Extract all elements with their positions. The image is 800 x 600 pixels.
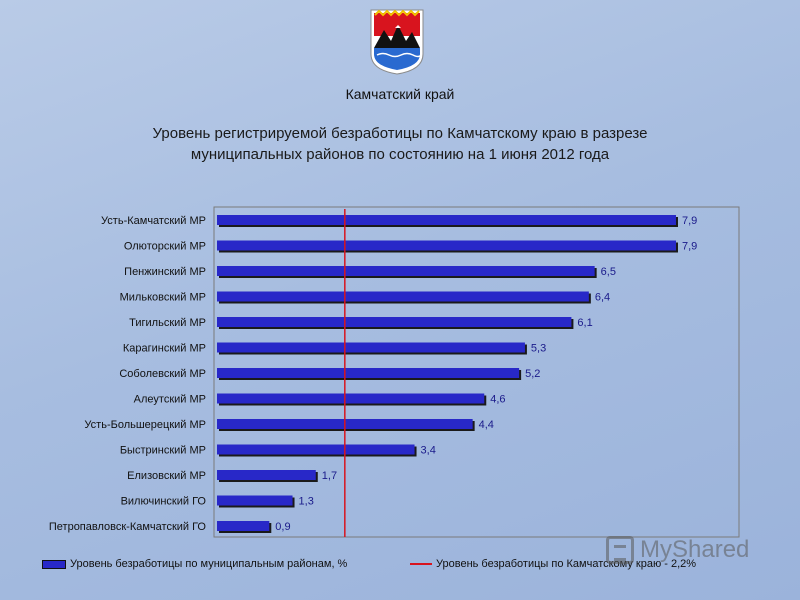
bar (217, 368, 520, 378)
category-label: Елизовский МР (127, 470, 206, 482)
chart-title-line-1: Уровень регистрируемой безработицы по Ка… (152, 125, 648, 142)
region-title: Камчатский край (345, 86, 455, 102)
legend-bar-series: Уровень безработицы по муниципальным рай… (42, 558, 347, 570)
bar-value-label: 5,3 (531, 343, 546, 355)
bar (217, 444, 415, 455)
bar (217, 291, 589, 302)
bar-value-label: 6,4 (595, 292, 610, 304)
bar (217, 393, 485, 404)
category-label: Вилючинский ГО (121, 496, 207, 508)
bar-value-label: 6,1 (577, 317, 592, 329)
bar (217, 317, 572, 327)
bar-value-label: 7,9 (682, 215, 697, 227)
legend-line-swatch (410, 563, 432, 565)
category-label: Олюторский МР (124, 241, 206, 253)
bar-value-label: 1,3 (299, 496, 314, 508)
category-label: Пенжинский МР (124, 266, 206, 278)
category-label: Соболевский МР (119, 368, 206, 380)
bar (217, 342, 525, 353)
bar (217, 495, 293, 506)
bar-value-label: 5,2 (525, 368, 540, 380)
category-label: Тигильский МР (129, 317, 206, 329)
bar-value-label: 0,9 (275, 521, 290, 533)
chart-title-line-2: муниципальных районов по состоянию на 1 … (190, 146, 610, 163)
bar-value-label: 4,4 (479, 419, 494, 431)
presentation-icon (606, 536, 634, 564)
category-label: Алеутский МР (134, 394, 206, 406)
category-label: Мильковский МР (120, 292, 206, 304)
bar (217, 215, 676, 225)
bar (217, 521, 270, 531)
legend-bar-swatch (42, 559, 66, 569)
bar-value-label: 3,4 (421, 445, 436, 457)
bar-value-label: 1,7 (322, 470, 337, 482)
legend-bar-label: Уровень безработицы по муниципальным рай… (70, 558, 348, 570)
bar (217, 470, 316, 480)
watermark-logo: MyShared (606, 536, 749, 564)
plot-area (213, 206, 740, 538)
bar-value-label: 6,5 (601, 266, 616, 278)
kamchatka-emblem-logo (370, 9, 424, 75)
category-label: Усть-Камчатский МР (101, 215, 206, 227)
category-label: Петропавловск-Камчатский ГО (49, 521, 207, 533)
chart-title: Уровень регистрируемой безработицы по Ка… (60, 123, 740, 165)
bar (217, 240, 676, 251)
bar (217, 266, 595, 276)
category-label: Карагинский МР (123, 343, 206, 355)
watermark-text: MyShared (640, 536, 750, 563)
category-label: Усть-Большерецкий МР (84, 419, 206, 431)
bar-value-label: 4,6 (490, 394, 505, 406)
category-label: Быстринский МР (120, 445, 206, 457)
bar-value-label: 7,9 (682, 241, 697, 253)
